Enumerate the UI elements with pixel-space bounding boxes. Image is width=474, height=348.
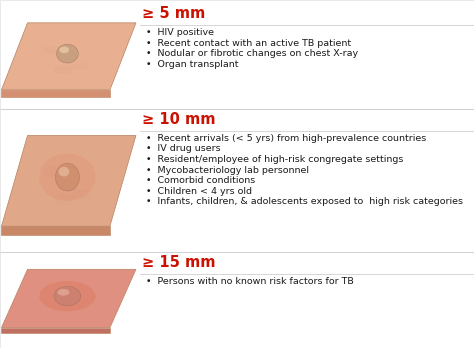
Polygon shape bbox=[1, 328, 110, 333]
Ellipse shape bbox=[56, 44, 78, 63]
Text: •  Nodular or fibrotic changes on chest X-ray: • Nodular or fibrotic changes on chest X… bbox=[146, 49, 358, 58]
Ellipse shape bbox=[43, 46, 62, 54]
Ellipse shape bbox=[54, 307, 73, 314]
Text: •  Organ transplant: • Organ transplant bbox=[146, 60, 238, 69]
Text: •  Resident/employee of high-risk congregate settings: • Resident/employee of high-risk congreg… bbox=[146, 155, 403, 164]
Text: •  IV drug users: • IV drug users bbox=[146, 144, 220, 153]
Polygon shape bbox=[1, 226, 110, 235]
Polygon shape bbox=[1, 269, 136, 328]
Text: ≥ 10 mm: ≥ 10 mm bbox=[142, 112, 216, 127]
Text: •  Recent contact with an active TB patient: • Recent contact with an active TB patie… bbox=[146, 39, 351, 48]
Ellipse shape bbox=[62, 53, 77, 59]
Text: •  Infants, children, & adolescents exposed to  high risk categories: • Infants, children, & adolescents expos… bbox=[146, 197, 463, 206]
Text: •  Persons with no known risk factors for TB: • Persons with no known risk factors for… bbox=[146, 277, 353, 286]
Text: •  Comorbid conditions: • Comorbid conditions bbox=[146, 176, 255, 185]
Text: •  Children < 4 yrs old: • Children < 4 yrs old bbox=[146, 187, 252, 196]
Ellipse shape bbox=[57, 289, 69, 296]
Text: •  HIV positive: • HIV positive bbox=[146, 28, 213, 37]
Ellipse shape bbox=[70, 62, 89, 70]
Ellipse shape bbox=[70, 189, 89, 200]
Ellipse shape bbox=[54, 193, 73, 204]
Polygon shape bbox=[1, 90, 110, 96]
Ellipse shape bbox=[55, 163, 80, 191]
Ellipse shape bbox=[61, 295, 79, 301]
Ellipse shape bbox=[43, 166, 62, 177]
Text: ≥ 5 mm: ≥ 5 mm bbox=[142, 6, 205, 21]
Ellipse shape bbox=[59, 47, 69, 53]
Text: •  Recent arrivals (< 5 yrs) from high-prevalence countries: • Recent arrivals (< 5 yrs) from high-pr… bbox=[146, 134, 426, 143]
Polygon shape bbox=[1, 23, 136, 90]
Ellipse shape bbox=[54, 66, 73, 74]
Ellipse shape bbox=[39, 153, 96, 201]
Ellipse shape bbox=[54, 286, 81, 306]
Ellipse shape bbox=[70, 304, 89, 311]
Polygon shape bbox=[1, 135, 136, 226]
Ellipse shape bbox=[58, 167, 69, 176]
Ellipse shape bbox=[62, 176, 78, 185]
Text: ≥ 15 mm: ≥ 15 mm bbox=[142, 255, 216, 270]
Text: •  Mycobacteriology lab personnel: • Mycobacteriology lab personnel bbox=[146, 166, 309, 175]
Ellipse shape bbox=[43, 289, 62, 296]
Ellipse shape bbox=[39, 281, 96, 311]
